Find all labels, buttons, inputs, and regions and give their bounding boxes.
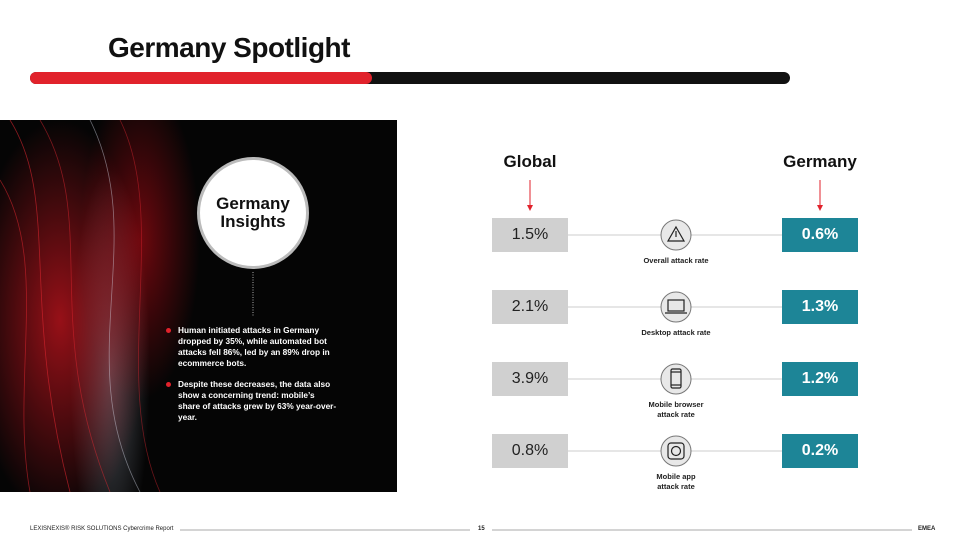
title: Germany Spotlight — [108, 32, 350, 63]
germany-value: 0.2% — [782, 434, 858, 468]
metric-label: Mobile app attack rate — [656, 472, 696, 491]
metric-label: Overall attack rate — [643, 256, 709, 265]
global-value: 1.5% — [492, 218, 568, 252]
metric-label: Desktop attack rate — [641, 328, 711, 337]
heading-line: Germany — [216, 194, 290, 213]
footer-region: EMEA — [918, 526, 936, 532]
insights-heading: Germany Insights — [200, 160, 306, 266]
network-art — [0, 119, 254, 493]
page-number: 15 — [478, 526, 485, 532]
global-value: 0.8% — [492, 434, 568, 468]
germany-value: 0.6% — [782, 218, 858, 252]
bullet: Human initiated attacks in Germany dropp… — [166, 325, 338, 369]
image-panel — [0, 119, 397, 493]
bullet: Despite these decreases, the data also s… — [166, 379, 338, 423]
germany-value: 1.3% — [782, 290, 858, 324]
global-value: 3.9% — [492, 362, 568, 396]
global-value: 2.1% — [492, 290, 568, 324]
footer-source: LEXISNEXIS® RISK SOLUTIONS Cybercrime Re… — [30, 526, 174, 532]
heading-line: Insights — [220, 212, 286, 231]
germany-value: 1.2% — [782, 362, 858, 396]
column-heading: Germany — [783, 152, 857, 171]
column-heading: Global — [503, 152, 557, 171]
metric-label: Mobile browser attack rate — [648, 400, 704, 419]
bullet-text: Despite these decreases, the data also s… — [178, 379, 337, 422]
bullet-text: Human initiated attacks in Germany dropp… — [178, 325, 330, 368]
